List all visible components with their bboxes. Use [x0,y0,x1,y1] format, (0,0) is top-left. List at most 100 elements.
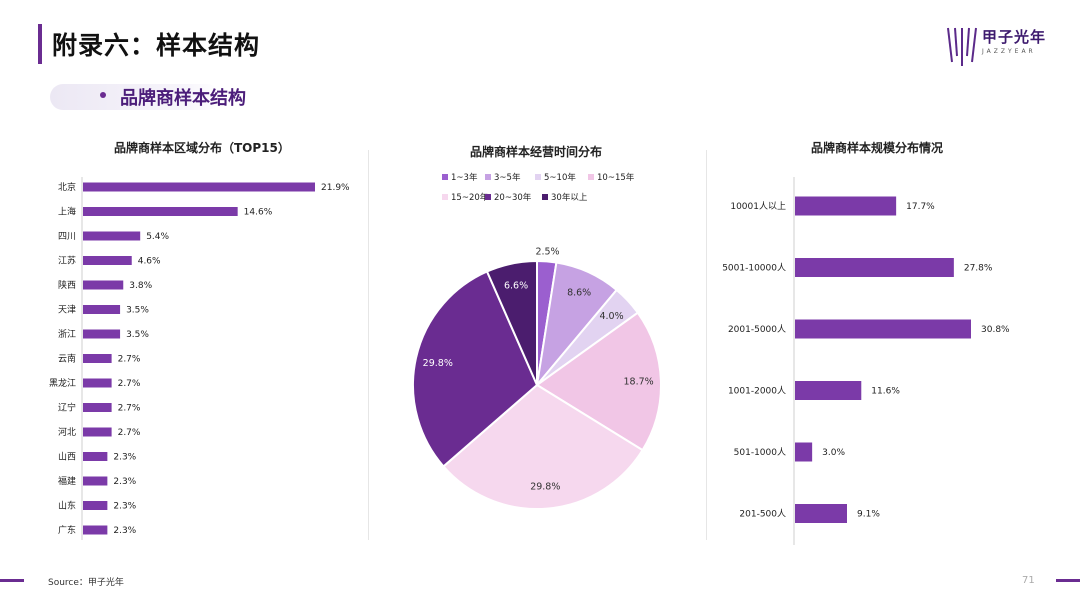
region-bar [83,378,112,388]
region-value-label: 3.8% [129,281,152,291]
scale-bar [795,258,954,277]
pie-legend-label: 5~10年 [544,172,576,183]
title-accent-bar [38,24,42,64]
region-value-label: 5.4% [146,232,169,242]
region-value-label: 2.7% [118,379,141,389]
region-bar [83,452,108,461]
region-category-label: 浙江 [58,328,76,340]
scale-bar-chart: 10001人以上 17.7% 5001-10000人 27.8% 2001-5000人 3… [722,177,1010,545]
pie-slice [442,383,644,510]
region-value-label: 21.9% [321,183,350,193]
region-value-label: 2.3% [113,453,136,463]
region-category-label: 江苏 [58,255,76,267]
chart-title-region: 品牌商样本区域分布（TOP15） [114,141,290,155]
region-value-label: 14.6% [244,208,273,218]
pie-value-label: 6.6% [504,280,528,291]
region-category-label: 广东 [58,524,76,536]
region-category-label: 黑龙江 [49,377,76,389]
pie-legend-swatch [485,194,491,200]
scale-value-label: 11.6% [871,387,900,397]
region-bar [83,501,108,510]
region-bar-chart: 北京 21.9% 上海 14.6% 四川 5.4% 江苏 4.6% 陕西 3.8% 天津 3.5% 浙江… [49,177,350,540]
logo-name: 甲子光年 [982,28,1047,46]
footer-accent-right [1056,579,1080,582]
scale-bar [795,442,813,462]
scale-value-label: 17.7% [906,202,935,212]
region-bar [83,525,108,535]
region-bar [83,427,112,437]
years-pie-chart: 1~3年 3~5年 5~10年 10~15年 15~20年 20~30年 30年以上 2.5%… [412,172,662,510]
chart-title-years: 品牌商样本经营时间分布 [470,145,603,159]
region-value-label: 2.7% [118,404,141,414]
region-category-label: 河北 [58,426,76,438]
scale-bar [795,319,971,339]
page-title: 附录六：样本结构 [52,31,261,60]
pie-legend-label: 1~3年 [451,172,478,183]
scale-category-label: 2001-5000人 [728,324,786,335]
pie-slice [485,259,538,386]
region-value-label: 2.7% [118,428,141,438]
scale-bar [795,196,897,216]
pie-legend-swatch [535,174,541,180]
scale-category-label: 201-500人 [739,509,786,520]
pie-slice [412,270,539,468]
bullet-icon [100,92,106,98]
section-title: 品牌商样本结构 [120,88,246,109]
region-bar [83,403,112,412]
region-value-label: 4.6% [138,257,161,267]
region-value-label: 2.7% [118,355,141,365]
scale-bar [795,504,847,523]
region-bar [83,207,238,216]
region-bar [83,305,121,314]
region-bar [83,280,124,290]
pie-value-label: 18.7% [624,376,654,387]
region-category-label: 四川 [58,232,76,242]
pie-legend-label: 20~30年 [494,192,532,203]
pie-value-label: 29.8% [530,481,560,492]
region-category-label: 北京 [58,181,76,193]
footer-accent-left [0,579,24,582]
scale-value-label: 27.8% [964,264,993,274]
region-category-label: 陕西 [58,279,76,291]
logo-subtitle: JAZZYEAR [982,48,1036,55]
pie-legend-swatch [442,194,448,200]
pie-legend-label: 3~5年 [494,172,521,183]
pie-legend-label: 10~15年 [597,172,635,183]
region-category-label: 天津 [58,305,76,316]
region-category-label: 山东 [58,500,76,512]
pie-legend-label: 15~20年 [451,192,489,203]
pie-value-label: 29.8% [423,358,453,369]
pie-value-label: 2.5% [535,246,559,257]
region-category-label: 福建 [58,475,76,487]
region-bar [83,329,121,339]
pie-legend-swatch [588,174,594,180]
scale-category-label: 10001人以上 [730,201,786,212]
region-value-label: 3.5% [126,330,149,340]
section-pill-background [50,84,220,110]
pie-legend-swatch [485,174,491,180]
chart-title-scale: 品牌商样本规模分布情况 [811,141,944,155]
region-bar [83,354,112,363]
scale-value-label: 30.8% [981,325,1010,335]
scale-category-label: 5001-10000人 [722,263,786,274]
pie-legend-label: 30年以上 [551,192,588,203]
region-category-label: 云南 [58,353,76,365]
region-bar [83,256,132,265]
region-category-label: 上海 [58,206,76,218]
pie-slice [535,311,662,452]
divider-right [706,150,707,540]
region-value-label: 2.3% [113,502,136,512]
pie-value-label: 4.0% [599,311,623,322]
region-value-label: 2.3% [113,526,136,536]
pie-legend-swatch [542,194,548,200]
region-bar [83,182,315,192]
scale-value-label: 3.0% [822,448,845,458]
scale-category-label: 1001-2000人 [728,386,786,397]
page-number: 71 [1022,575,1035,586]
scale-value-label: 9.1% [857,510,880,520]
region-value-label: 2.3% [113,477,136,487]
divider-left [368,150,369,540]
jazzyear-logo-icon [947,27,977,66]
scale-category-label: 501-1000人 [734,447,786,458]
scale-bar [795,381,862,400]
